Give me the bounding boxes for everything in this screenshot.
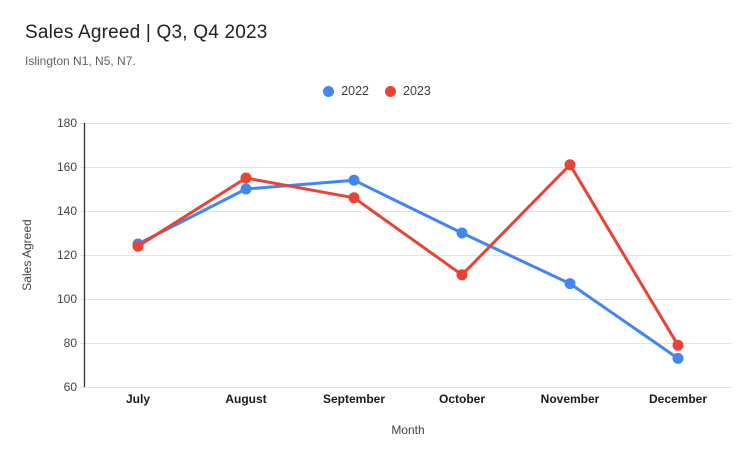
y-tick-label: 120 xyxy=(56,248,77,262)
legend-label: 2023 xyxy=(403,84,431,98)
data-point-2023-December[interactable] xyxy=(672,339,684,351)
data-point-2022-December[interactable] xyxy=(672,352,684,364)
data-point-2023-August[interactable] xyxy=(240,172,252,184)
y-tick-label: 100 xyxy=(56,292,77,306)
y-tick-label: 160 xyxy=(56,160,77,174)
x-tick-label: November xyxy=(540,392,600,406)
data-point-2022-November[interactable] xyxy=(564,278,576,290)
data-point-2023-September[interactable] xyxy=(348,192,360,204)
legend: 2022 2023 xyxy=(0,84,754,98)
chart-title: Sales Agreed | Q3, Q4 2023 xyxy=(25,22,268,43)
y-axis-title: Sales Agreed xyxy=(20,219,34,291)
data-point-2022-September[interactable] xyxy=(348,174,360,186)
y-tick-label: 180 xyxy=(56,116,77,130)
x-tick-label: December xyxy=(648,392,708,406)
data-point-2023-July[interactable] xyxy=(132,240,144,252)
x-tick-label: October xyxy=(438,392,485,406)
data-point-2023-November[interactable] xyxy=(564,159,576,171)
x-tick-label: September xyxy=(322,392,386,406)
data-point-2022-August[interactable] xyxy=(240,183,252,195)
legend-item-2022[interactable]: 2022 xyxy=(323,84,369,98)
y-tick-label: 80 xyxy=(63,336,77,350)
y-tick-label: 140 xyxy=(56,204,77,218)
data-point-2022-October[interactable] xyxy=(456,227,468,239)
legend-dot-icon xyxy=(385,85,396,97)
series-line-2023 xyxy=(136,163,680,347)
series-line-2022 xyxy=(136,178,680,360)
x-tick-label: August xyxy=(225,392,267,406)
y-tick-label: 60 xyxy=(63,380,77,394)
legend-item-2023[interactable]: 2023 xyxy=(385,84,431,98)
x-axis-title: Month xyxy=(391,423,425,437)
data-point-2023-October[interactable] xyxy=(456,269,468,281)
legend-label: 2022 xyxy=(341,84,369,98)
legend-dot-icon xyxy=(323,85,335,97)
x-tick-label: July xyxy=(125,392,150,406)
chart-subtitle: Islington N1, N5, N7. xyxy=(25,54,136,68)
